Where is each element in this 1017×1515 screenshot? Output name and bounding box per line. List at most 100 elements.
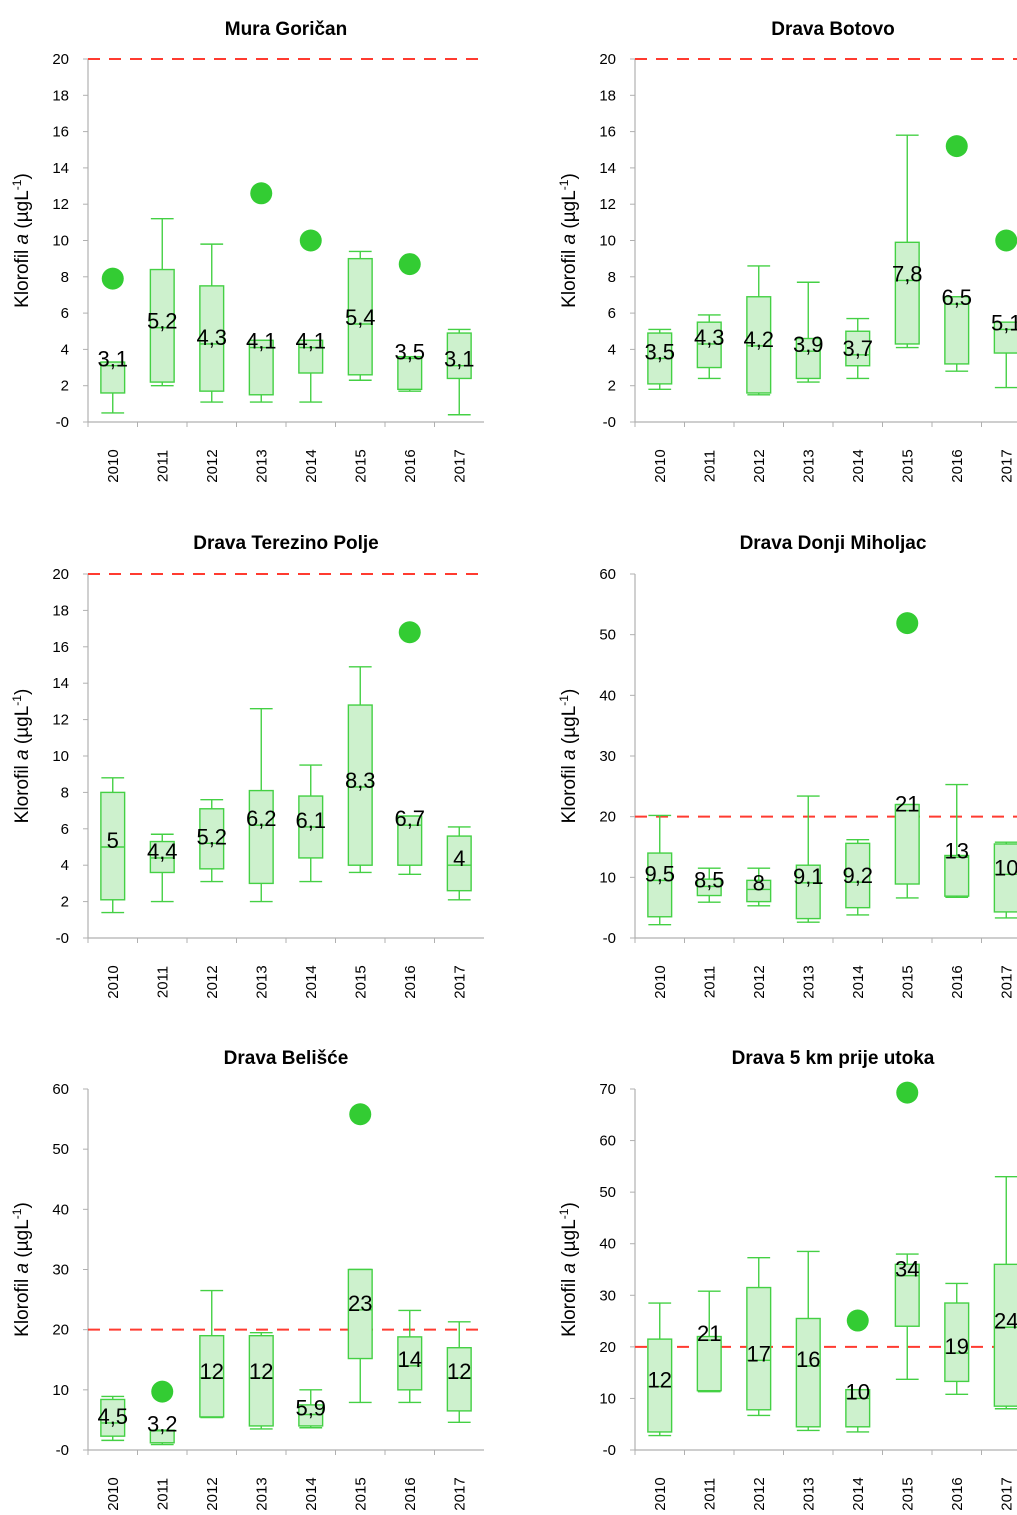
box-2013: 4,1	[246, 329, 277, 403]
box-2012: 8	[746, 867, 772, 907]
x-tick-label: 2013	[800, 965, 817, 998]
box-iqr	[944, 854, 970, 897]
box-2010: 3,1	[97, 347, 128, 414]
box-iqr	[397, 1336, 423, 1391]
box-2010: 4,5	[97, 1395, 128, 1442]
box-2010: 5	[100, 777, 126, 914]
x-tick-label: 2016	[949, 449, 966, 482]
median-label: 8,3	[345, 768, 376, 793]
median-label: 21	[895, 792, 919, 817]
y-tick-label: 40	[599, 687, 616, 704]
x-tick-label: 2012	[204, 1477, 221, 1510]
outlier-point	[896, 612, 919, 635]
y-tick-label: 40	[52, 1201, 69, 1218]
outlier-point	[846, 1309, 869, 1332]
box-iqr	[647, 852, 673, 918]
outlier-point	[945, 135, 968, 158]
y-tick-label: 60	[599, 566, 616, 583]
box-iqr	[347, 704, 373, 866]
box-2015: 5,4	[345, 250, 376, 381]
box-2013: 16	[795, 1250, 821, 1432]
x-tick-label: 2011	[154, 1478, 171, 1510]
median-label: 9,2	[842, 863, 873, 888]
y-tick-label: 2	[61, 378, 69, 395]
x-tick-label: 2014	[850, 1477, 867, 1510]
x-tick-label: 2016	[402, 965, 419, 998]
median-label: 12	[648, 1368, 672, 1393]
median-label: 6,7	[394, 806, 425, 831]
x-tick-label: 2011	[154, 966, 171, 998]
y-tick-label: 12	[599, 196, 616, 213]
box-2011: 5,2	[147, 218, 178, 387]
y-tick-label: 4	[608, 341, 616, 358]
median-label: 4,2	[743, 327, 774, 352]
box-iqr	[845, 842, 871, 909]
x-tick-label: 2012	[751, 965, 768, 998]
median-label: 3,2	[147, 1412, 178, 1437]
median-label: 8,5	[694, 867, 725, 892]
y-tick-label: -0	[56, 1442, 69, 1459]
box-iqr	[100, 361, 126, 394]
box-2013: 3,9	[793, 281, 824, 383]
x-tick-label: 2017	[451, 1477, 468, 1510]
y-tick-label: 4	[61, 341, 69, 358]
box-2012: 4,2	[743, 265, 774, 396]
y-tick-label: 16	[52, 639, 69, 656]
box-iqr	[944, 1302, 970, 1383]
box-iqr	[795, 864, 821, 920]
box-iqr	[696, 878, 722, 897]
box-iqr	[845, 330, 871, 367]
chart-panel-1: Mura Goričan Klorofil a (µgL-1) -0 2 4 6 8 10 12…	[10, 19, 484, 483]
box-2013: 9,1	[793, 795, 824, 923]
box-iqr	[199, 285, 225, 392]
box-2016: 19	[944, 1282, 970, 1396]
median-label: 19	[945, 1334, 969, 1359]
box-2010: 9,5	[644, 814, 675, 926]
box-iqr	[446, 332, 472, 380]
median-label: 16	[796, 1347, 820, 1372]
box-iqr	[446, 835, 472, 892]
y-tick-label: 6	[61, 305, 69, 322]
outlier-point	[349, 1103, 372, 1126]
x-tick-label: 2010	[652, 449, 669, 482]
box-2013: 6,2	[246, 707, 277, 903]
median-label: 24	[994, 1308, 1017, 1333]
box-iqr	[248, 339, 274, 396]
box-iqr	[298, 339, 324, 374]
box-iqr	[696, 321, 722, 369]
median-label: 12	[447, 1359, 471, 1384]
y-tick-label: -0	[603, 1442, 616, 1459]
box-2016: 14	[397, 1309, 423, 1404]
y-tick-label: 30	[52, 1262, 69, 1279]
median-label: 5,1	[991, 310, 1017, 335]
y-tick-label: 50	[599, 627, 616, 644]
box-2015: 23	[347, 1268, 373, 1404]
x-tick-label: 2015	[352, 449, 369, 482]
outlier-point	[398, 621, 421, 644]
x-tick-label: 2017	[998, 449, 1015, 482]
x-tick-label: 2015	[899, 1477, 916, 1510]
x-tick-label: 2014	[303, 1477, 320, 1510]
box-2014: 3,7	[842, 317, 873, 380]
box-2012: 5,2	[196, 798, 227, 883]
box-iqr	[347, 257, 373, 376]
y-tick-label: 10	[599, 869, 616, 886]
y-tick-label: 20	[52, 51, 69, 68]
median-label: 4,3	[196, 325, 227, 350]
x-tick-label: 2014	[850, 449, 867, 482]
x-tick-label: 2015	[352, 1477, 369, 1510]
y-tick-label: -0	[603, 414, 616, 431]
chart-panel-2: Drava Botovo Klorofil a (µgL-1) -0 2 4 6 8 10 12…	[557, 19, 1017, 483]
y-axis-label: Klorofil a (µgL-1)	[557, 689, 580, 824]
median-label: 5,2	[196, 824, 227, 849]
median-label: 3,1	[444, 347, 475, 372]
box-2012: 12	[199, 1289, 225, 1419]
box-2010: 3,5	[644, 328, 675, 391]
y-tick-label: 2	[608, 378, 616, 395]
y-axis-label: Klorofil a (µgL-1)	[557, 1202, 580, 1337]
chart-title: Drava Terezino Polje	[193, 533, 379, 554]
x-tick-label: 2012	[751, 1477, 768, 1510]
outlier-point	[896, 1081, 919, 1104]
outlier-point	[250, 182, 273, 205]
